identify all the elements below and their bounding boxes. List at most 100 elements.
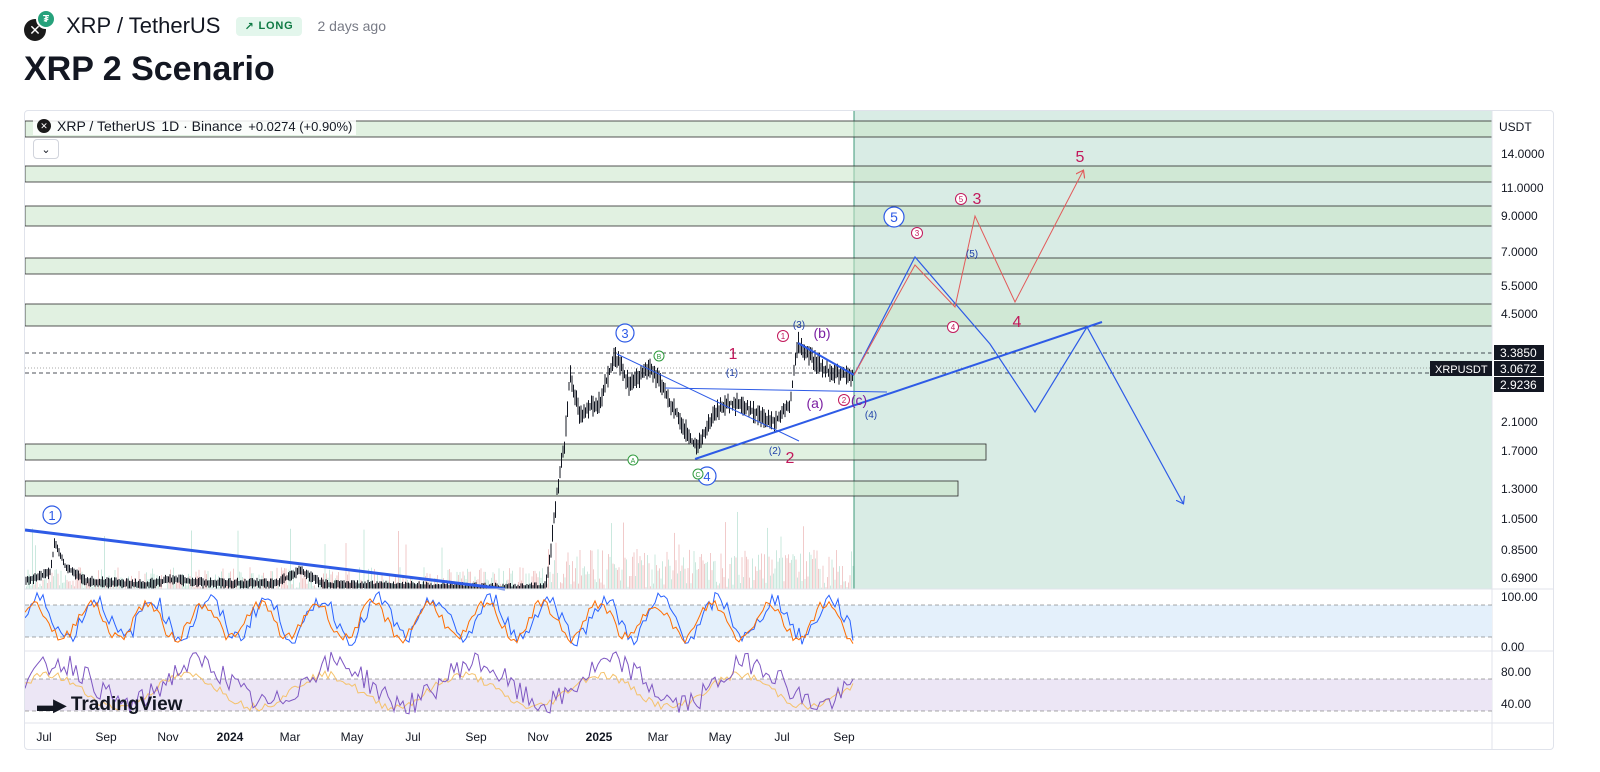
volume-bar (713, 561, 714, 589)
volume-bar (486, 579, 488, 589)
volume-bar (300, 571, 302, 589)
chart-legend[interactable]: ✕ XRP / TetherUS 1D · Binance +0.0274 (+… (33, 117, 357, 135)
usdt-logo-icon: ₮ (36, 9, 56, 29)
volume-bar (833, 567, 834, 589)
volume-bar (771, 559, 773, 589)
volume-bar (582, 568, 584, 589)
svg-text:May: May (341, 730, 364, 744)
volume-bar (429, 573, 431, 589)
volume-bar (800, 553, 801, 589)
volume-bar (830, 585, 831, 589)
svg-text:2025: 2025 (586, 730, 613, 744)
volume-bar (617, 569, 618, 589)
volume-bar (105, 585, 107, 589)
volume-bar (611, 523, 612, 589)
price-axis[interactable]: USDT 14.0000 11.0000 9.0000 7.0000 5.500… (1499, 120, 1545, 585)
volume-bar (687, 568, 689, 589)
volume-bar (477, 579, 479, 589)
tradingview-logo[interactable]: ▬▶ TradingView (37, 694, 182, 716)
volume-bar (708, 579, 710, 589)
volume-bar (290, 528, 291, 589)
volume-bar (717, 585, 719, 589)
wave-red-3: 3 (973, 191, 982, 208)
volume-bar (510, 573, 512, 589)
volume-bar (374, 568, 375, 589)
volume-bar (768, 556, 770, 589)
volume-bar (738, 574, 740, 589)
volume-bar (579, 549, 581, 589)
volume-bar (573, 581, 575, 589)
volume-bar (681, 565, 683, 589)
volume-bar (596, 582, 597, 589)
volume-bar (699, 556, 701, 589)
volume-bar (807, 576, 809, 589)
volume-bar (68, 581, 69, 589)
volume-bar (590, 550, 591, 589)
volume-bar (536, 573, 537, 589)
volume-bar (591, 550, 593, 589)
volume-bar (84, 585, 86, 589)
volume-bar (377, 572, 378, 589)
volume-bar (603, 584, 605, 589)
volume-bar (35, 545, 36, 589)
volume-bar (569, 564, 570, 589)
volume-bar (50, 581, 51, 589)
volume-bar (710, 553, 711, 589)
projection-area (854, 111, 1492, 589)
volume-bar (56, 569, 57, 589)
volume-bar (426, 573, 428, 589)
tradingview-icon: ▬▶ (37, 694, 67, 715)
volume-bar (594, 579, 596, 589)
volume-bar (662, 561, 663, 589)
volume-bar (677, 573, 678, 589)
volume-bar (434, 578, 435, 589)
volume-bar (99, 583, 101, 589)
volume-bar (758, 554, 759, 589)
volume-bar (63, 582, 65, 589)
volume-bar (309, 583, 311, 589)
volume-bar (75, 574, 77, 589)
volume-bar (494, 573, 495, 589)
volume-bar (587, 571, 588, 589)
volume-bar (831, 559, 833, 589)
wave-small-red-4 (947, 321, 959, 333)
volume-bar (498, 568, 500, 589)
svg-text:Nov: Nov (157, 730, 178, 744)
svg-text:9.0000: 9.0000 (1501, 209, 1538, 223)
volume-bar (249, 567, 251, 589)
volume-bar (36, 581, 38, 589)
volume-bar (90, 585, 92, 589)
chart-frame[interactable]: 1 3 4 5 A B C 1 2 3 4 5 1 2 3 4 (24, 110, 1554, 750)
volume-bar (815, 558, 816, 589)
volume-bar (566, 561, 567, 589)
volume-bar (278, 585, 279, 589)
svg-text:1.7000: 1.7000 (1501, 444, 1538, 458)
wave-small-red-1 (777, 330, 789, 342)
idea-title: XRP 2 Scenario (24, 50, 275, 88)
volume-bar (435, 577, 437, 589)
volume-bar (656, 565, 657, 589)
time-axis[interactable]: Jul Sep Nov 2024 Mar May Jul Sep Nov 202… (36, 730, 855, 744)
price-chart[interactable]: 1 3 4 5 A B C 1 2 3 4 5 1 2 3 4 (25, 111, 1554, 750)
pair-name[interactable]: XRP / TetherUS (66, 13, 221, 38)
triangle-upper-line (616, 353, 800, 442)
volume-bar (647, 555, 648, 589)
wave-circle-3 (615, 323, 635, 343)
volume-bar (837, 571, 839, 589)
volume-bar (522, 567, 524, 589)
volume-bar (92, 587, 93, 589)
volume-bar (797, 577, 798, 589)
volume-bar (774, 568, 776, 589)
volume-bar (348, 568, 350, 589)
volume-bar (806, 561, 807, 589)
volume-bar (117, 567, 119, 589)
volume-bar (840, 584, 842, 589)
volume-bar (71, 584, 72, 589)
wave-circle-4-label: 4 (703, 469, 710, 484)
volume-bar (588, 573, 590, 589)
volume-bar (459, 571, 461, 589)
volume-bar (552, 573, 554, 589)
volume-bar (657, 570, 659, 589)
legend-collapse-button[interactable]: ⌄ (33, 139, 59, 159)
volume-bar (824, 582, 825, 589)
